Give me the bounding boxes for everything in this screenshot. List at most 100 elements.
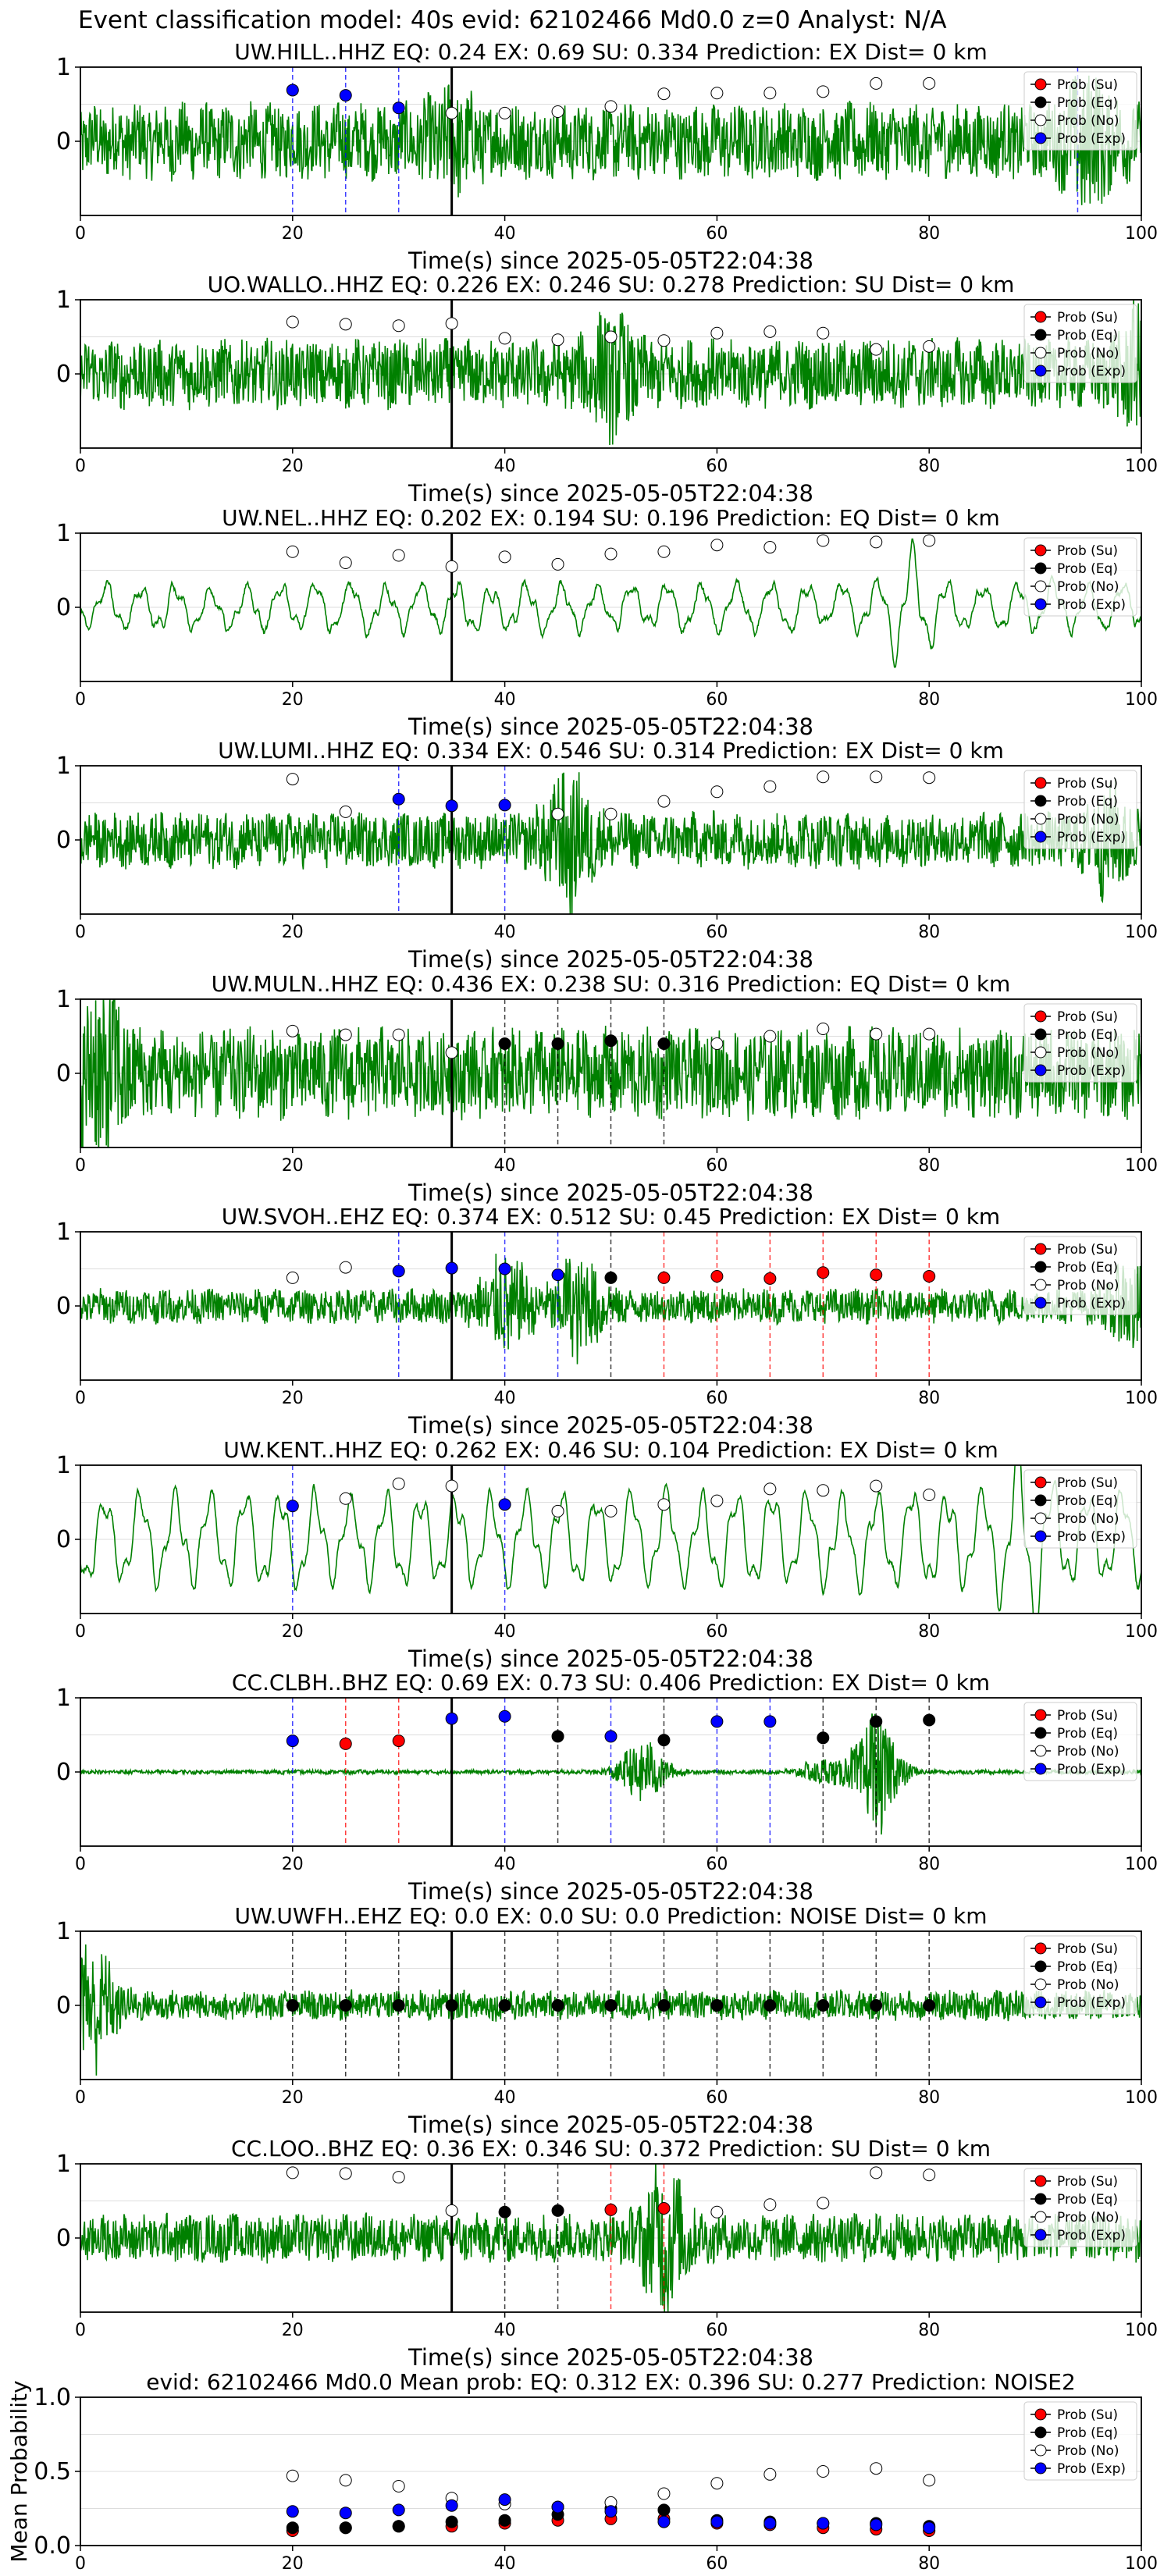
mean-prob-marker-eq xyxy=(392,2520,405,2533)
x-tick-label: 20 xyxy=(282,1855,304,1874)
prob-marker-no xyxy=(817,534,830,547)
prob-marker-su xyxy=(657,2202,671,2215)
legend-marker xyxy=(1034,777,1047,789)
mean-prob-marker-exp xyxy=(286,2505,299,2518)
x-axis-label: Time(s) since 2025-05-05T22:04:38 xyxy=(408,946,813,973)
prob-marker-no xyxy=(604,547,618,560)
waveform-trace xyxy=(80,1713,1141,1835)
legend-marker xyxy=(1034,1512,1047,1525)
y-tick-label: 1.0 xyxy=(34,2384,71,2411)
panel-title: UW.HILL..HHZ EQ: 0.24 EX: 0.69 SU: 0.334… xyxy=(234,39,987,65)
plot-frame xyxy=(80,1697,1142,1847)
prob-marker-eq xyxy=(657,1734,671,1747)
mean-prob-marker-eq xyxy=(286,2521,299,2535)
legend-label: Prob (Su) xyxy=(1057,1242,1118,1258)
x-tick-label: 100 xyxy=(1125,457,1158,476)
legend-label: Prob (Su) xyxy=(1057,776,1118,792)
legend-marker xyxy=(1034,329,1047,341)
plot-content xyxy=(80,766,1141,914)
mean-prob-marker-no xyxy=(763,2467,777,2481)
plot-content xyxy=(80,999,1141,1147)
prob-marker-no xyxy=(870,535,883,549)
y-axis-label: Mean Probability xyxy=(6,2380,32,2562)
mean-prob-marker-exp xyxy=(604,2505,618,2518)
prob-marker-exp xyxy=(498,1262,511,1276)
legend-label: Prob (Eq) xyxy=(1057,1959,1118,1975)
prob-marker-no xyxy=(923,1489,936,1501)
x-axis-label: Time(s) since 2025-05-05T22:04:38 xyxy=(408,2344,813,2371)
legend-marker xyxy=(1034,813,1047,825)
chart-panel-9: UW.UWFH..EHZ EQ: 0.0 EX: 0.0 SU: 0.0 Pre… xyxy=(56,1903,1158,2138)
plot-frame xyxy=(80,2163,1142,2313)
chart-panel-7: UW.KENT..HHZ EQ: 0.262 EX: 0.46 SU: 0.10… xyxy=(56,1437,1158,1672)
x-tick-label: 0 xyxy=(75,923,86,942)
y-tick-label: 0 xyxy=(56,1293,71,1320)
legend-marker xyxy=(1034,1010,1047,1023)
legend-label: Prob (Su) xyxy=(1057,2174,1118,2190)
y-tick-label: 0.0 xyxy=(34,2532,71,2560)
prob-marker-su xyxy=(392,1735,405,1748)
prob-marker-eq xyxy=(870,1715,883,1728)
prob-marker-no xyxy=(392,1477,405,1490)
x-tick-label: 0 xyxy=(75,2554,86,2574)
prob-marker-no xyxy=(657,87,671,101)
y-tick-label: 0 xyxy=(56,128,71,155)
x-tick-label: 40 xyxy=(494,224,516,244)
x-tick-label: 80 xyxy=(918,1622,940,1642)
prob-marker-no xyxy=(604,100,618,113)
x-tick-label: 0 xyxy=(75,1389,86,1408)
legend-box xyxy=(1023,304,1137,383)
plot-content xyxy=(80,1931,1141,2080)
x-tick-label: 100 xyxy=(1125,1389,1158,1408)
prob-marker-eq xyxy=(551,2204,564,2217)
panel-title: UW.SVOH..EHZ EQ: 0.374 EX: 0.512 SU: 0.4… xyxy=(222,1204,1000,1229)
prob-marker-eq xyxy=(710,1999,724,2012)
plot-content xyxy=(80,1698,1141,1846)
prob-marker-no xyxy=(392,1028,405,1041)
mean-prob-marker-exp xyxy=(710,2515,724,2528)
plot-frame xyxy=(80,299,1142,449)
legend-label: Prob (Exp) xyxy=(1057,2228,1126,2243)
chart-panel-3: UW.NEL..HHZ EQ: 0.202 EX: 0.194 SU: 0.19… xyxy=(56,505,1158,740)
prob-marker-no xyxy=(498,550,511,564)
prob-marker-exp xyxy=(392,792,405,806)
prob-marker-no xyxy=(870,770,883,784)
prob-marker-no xyxy=(551,1504,564,1517)
legend-label: Prob (Su) xyxy=(1057,310,1118,326)
x-tick-label: 20 xyxy=(282,2554,304,2574)
prob-marker-eq xyxy=(763,1999,777,2012)
x-tick-label: 80 xyxy=(918,457,940,476)
x-tick-label: 0 xyxy=(75,2321,86,2340)
plot-frame xyxy=(80,998,1142,1148)
legend-label: Prob (Exp) xyxy=(1057,2461,1126,2477)
prob-marker-eq xyxy=(392,1999,405,2012)
waveform-trace xyxy=(80,2164,1141,2312)
x-tick-label: 0 xyxy=(75,2088,86,2108)
prob-marker-exp xyxy=(286,84,299,97)
prob-marker-eq xyxy=(498,1999,511,2012)
prob-marker-eq xyxy=(817,1999,830,2012)
prob-marker-eq xyxy=(286,1999,299,2012)
y-tick-label: 0 xyxy=(56,361,71,388)
x-tick-label: 100 xyxy=(1125,690,1158,710)
x-axis-label: Time(s) since 2025-05-05T22:04:38 xyxy=(408,713,813,740)
prob-marker-eq xyxy=(817,1731,830,1745)
legend: Prob (Su) Prob (Eq) Prob (No) Prob (Exp) xyxy=(1023,537,1137,617)
legend-marker xyxy=(1034,2175,1047,2187)
prob-marker-no xyxy=(870,2166,883,2179)
prob-marker-no xyxy=(870,1479,883,1493)
x-axis-label: Time(s) since 2025-05-05T22:04:38 xyxy=(408,480,813,507)
plot-frame xyxy=(80,66,1142,216)
x-tick-label: 40 xyxy=(494,2554,516,2574)
y-tick-label: 1 xyxy=(56,1452,71,1479)
waveform-trace xyxy=(80,1465,1141,1614)
plot-content xyxy=(80,1465,1141,1614)
waveform-trace xyxy=(80,1253,1141,1364)
legend-marker xyxy=(1034,795,1047,807)
legend-label: Prob (Exp) xyxy=(1057,364,1126,379)
legend: Prob (Su) Prob (Eq) Prob (No) Prob (Exp) xyxy=(1023,1935,1137,2015)
legend-label: Prob (No) xyxy=(1057,346,1119,361)
plot-frame xyxy=(80,1231,1142,1381)
legend-marker xyxy=(1034,544,1047,557)
